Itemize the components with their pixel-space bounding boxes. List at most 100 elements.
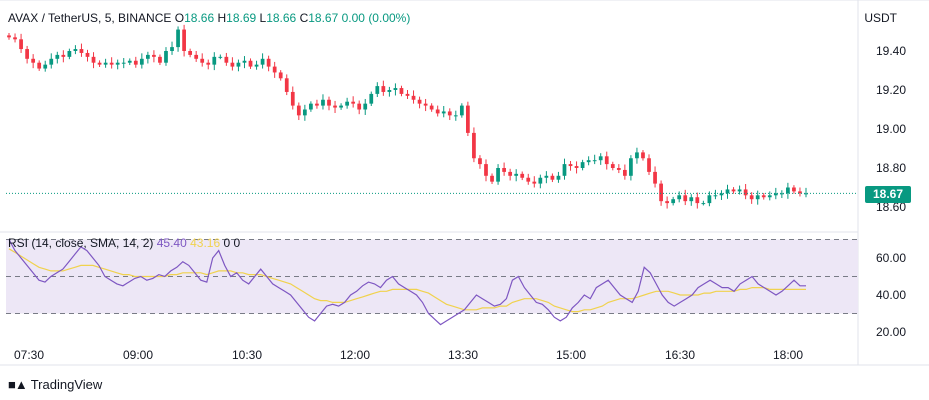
candle-body: [284, 78, 289, 92]
symbol-legend: AVAX / TetherUS, 5, BINANCE O18.66 H18.6…: [8, 11, 410, 25]
rsi-label[interactable]: RSI (14, close, SMA, 14, 2): [8, 236, 154, 250]
candle-body: [345, 101, 349, 106]
candle-body: [399, 88, 404, 94]
candle-body: [79, 49, 84, 53]
candle-body: [254, 64, 259, 67]
candle-body: [7, 35, 11, 38]
candle-body: [737, 189, 742, 192]
time-tick-label: 13:30: [448, 348, 478, 362]
candle-body: [272, 66, 277, 73]
candle-body: [188, 51, 193, 55]
candle-body: [91, 56, 96, 63]
rsi-tick-label: 60.00: [876, 251, 906, 265]
candle-body: [248, 60, 253, 67]
candle-body: [453, 115, 458, 117]
candle-body: [121, 62, 126, 64]
time-tick-label: 12:00: [340, 348, 370, 362]
candle-body: [713, 195, 718, 197]
candle-body: [749, 195, 754, 200]
candle-body: [604, 156, 609, 165]
candle-body: [194, 54, 199, 59]
candle-body: [363, 103, 368, 110]
symbol-name[interactable]: AVAX / TetherUS, 5, BINANCE: [8, 11, 172, 25]
candle-body: [647, 158, 651, 172]
candle-body: [532, 181, 537, 184]
price-tick-label: 19.40: [876, 44, 906, 58]
rsi-value: 45.40: [156, 236, 187, 250]
currency-label: USDT: [864, 11, 897, 25]
candle-body: [97, 62, 102, 65]
candle-body: [538, 177, 543, 184]
rsi-tick-label: 40.00: [876, 288, 906, 302]
candle-body: [278, 72, 283, 79]
candle-body: [568, 164, 573, 167]
time-tick-label: 16:30: [665, 348, 695, 362]
price-tick-label: 18.80: [876, 161, 906, 175]
candle-body: [405, 93, 410, 96]
candle-body: [665, 201, 670, 204]
candle-body: [139, 58, 144, 65]
rsi-tick-label: 20.00: [876, 325, 906, 339]
candle-body: [478, 158, 482, 165]
time-tick-label: 07:30: [14, 348, 44, 362]
candle-body: [580, 162, 585, 168]
candle-body: [43, 64, 48, 69]
candle-body: [49, 58, 54, 65]
candle-body: [562, 164, 567, 176]
time-tick-label: 10:30: [232, 348, 262, 362]
price-tick-label: 18.60: [876, 200, 906, 214]
candle-body: [164, 51, 168, 63]
candle-body: [719, 193, 724, 196]
candle-body: [671, 199, 676, 204]
low-value: 18.66: [266, 11, 297, 25]
candle-body: [761, 195, 766, 198]
price-tick-label: 19.20: [876, 83, 906, 97]
close-value: 18.67: [308, 11, 339, 25]
candle-body: [653, 171, 657, 184]
last-price-tag: 18.67: [865, 186, 911, 203]
candle-body: [610, 164, 615, 168]
candle-body: [302, 109, 307, 116]
candle-body: [767, 195, 772, 198]
candle-body: [447, 111, 452, 116]
candle-body: [327, 99, 331, 106]
high-label: H: [217, 11, 227, 25]
candle-body: [260, 58, 265, 65]
candle-body: [315, 103, 319, 106]
candle-body: [514, 173, 519, 176]
candle-body: [544, 175, 549, 178]
candle-body: [200, 58, 205, 63]
tradingview-brand[interactable]: ■▲ TradingView: [8, 377, 102, 392]
candle-body: [556, 175, 561, 180]
candle-body: [417, 99, 422, 104]
candle-body: [37, 62, 42, 69]
candle-body: [176, 29, 180, 48]
candle-body: [629, 158, 633, 176]
candle-body: [616, 168, 621, 170]
candle-body: [13, 37, 17, 40]
candle-body: [725, 189, 730, 194]
candle-body: [296, 105, 301, 116]
candle-body: [339, 105, 343, 108]
rsi-extra-1: 0: [223, 236, 231, 250]
candle-body: [133, 60, 138, 65]
candle-body: [695, 197, 700, 204]
candle-body: [321, 99, 325, 106]
candle-body: [496, 168, 500, 182]
candle-body: [707, 195, 712, 204]
candle-body: [520, 173, 525, 178]
time-tick-label: 15:00: [556, 348, 586, 362]
time-tick-label: 18:00: [773, 348, 803, 362]
candle-body: [635, 152, 639, 159]
candle-body: [333, 105, 337, 108]
candle-body: [381, 86, 386, 92]
change-value: 0.00 (0.00%): [341, 11, 411, 25]
candle-body: [206, 62, 211, 65]
candle-body: [677, 195, 682, 200]
candle-body: [484, 164, 488, 176]
candle-body: [423, 103, 428, 106]
low-label: L: [259, 11, 267, 25]
rsi-line: [8, 239, 806, 326]
candle-body: [182, 29, 186, 51]
